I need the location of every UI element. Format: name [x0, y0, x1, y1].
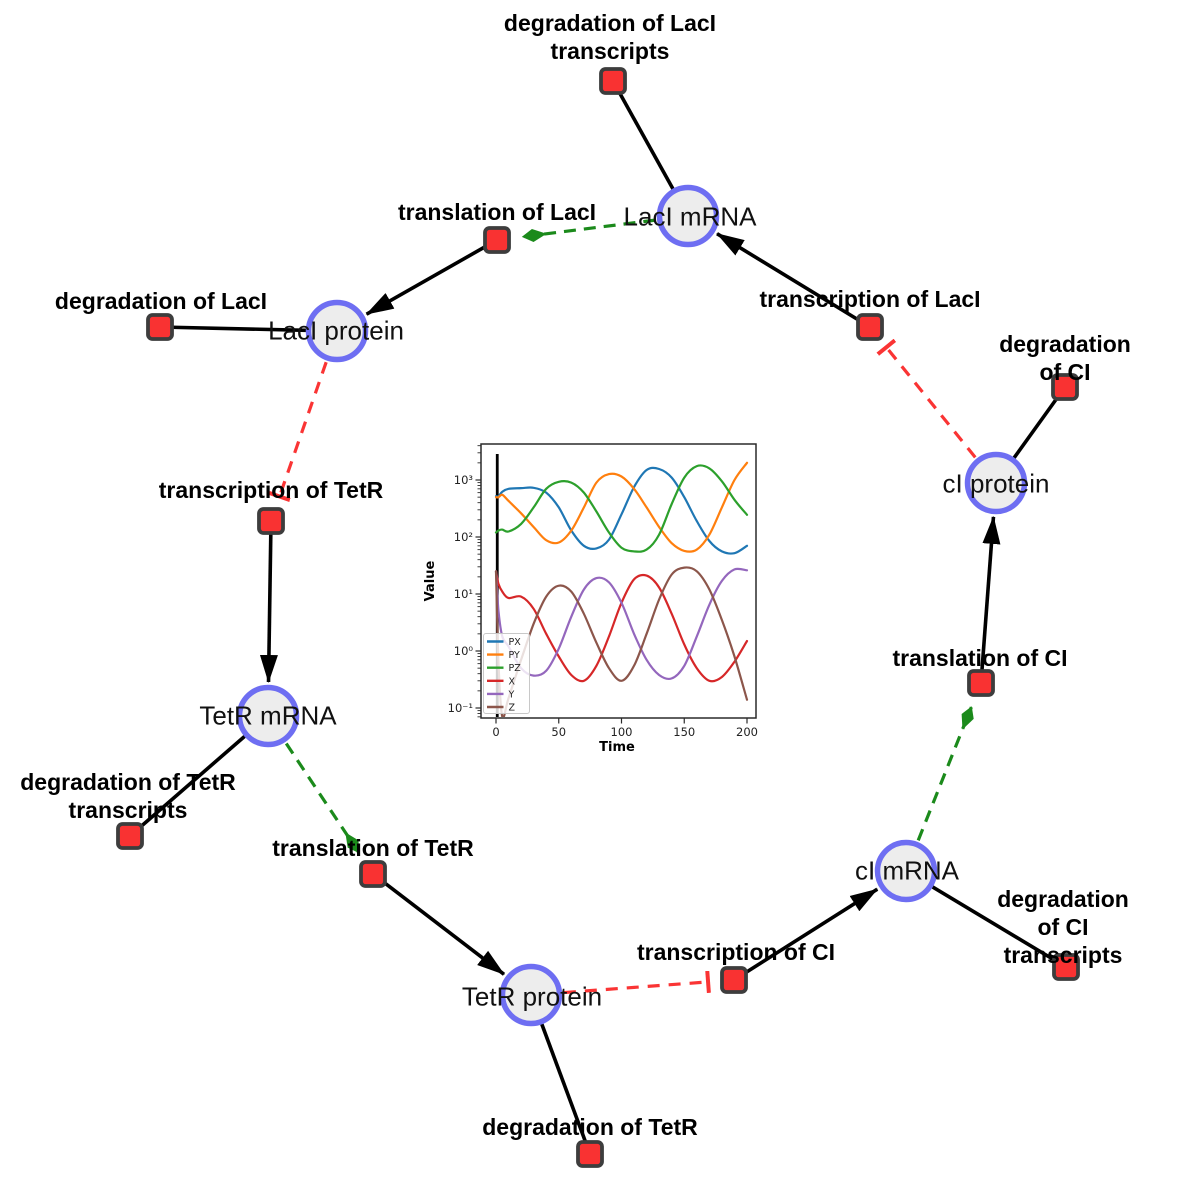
species-node-laci-mrna[interactable] — [656, 184, 720, 248]
reaction-node-deg-laci[interactable] — [146, 313, 174, 341]
x-axis-title: Time — [599, 740, 635, 755]
edge-tetr-protein-to-deg-tetr-consumption — [540, 1023, 592, 1155]
x-tick-label-0: 0 — [492, 725, 499, 739]
legend-label-PX: PX — [509, 637, 522, 648]
reaction-node-deg-tetr[interactable] — [576, 1140, 604, 1168]
edge-tetr-mrna-to-deg-tetr-tx-consumption — [128, 734, 246, 838]
series-line-PX — [494, 466, 749, 555]
edge-laci-protein-to-txn-tetr-inhibition — [268, 361, 328, 502]
legend-label-PY: PY — [509, 650, 521, 661]
x-tick-label-150: 150 — [673, 725, 695, 739]
legend-label-X: X — [509, 676, 516, 687]
nodes-layer — [116, 67, 1080, 1168]
x-tick-label-50: 50 — [551, 725, 566, 739]
reaction-node-deg-ci-tx[interactable] — [1052, 953, 1080, 981]
edge-transl-tetr-to-tetr-protein-production — [371, 872, 506, 976]
edge-tetr-mrna-to-transl-tetr-modifier — [284, 742, 360, 854]
edge-laci-mrna-to-deg-laci-tx-consumption — [611, 80, 675, 190]
reaction-node-txn-ci[interactable] — [720, 966, 748, 994]
species-node-laci-protein[interactable] — [305, 299, 369, 363]
edge-txn-laci-to-laci-mrna-production — [716, 232, 871, 329]
legend-label-Z: Z — [509, 703, 516, 714]
edge-laci-protein-to-deg-laci-consumption — [159, 325, 307, 333]
edge-txn-ci-to-ci-mrna-production — [733, 887, 879, 982]
edge-ci-mrna-to-deg-ci-tx-consumption — [931, 885, 1067, 969]
series-line-PY — [494, 461, 749, 553]
edge-tetr-protein-to-txn-ci-inhibition — [563, 970, 711, 995]
edge-ci-protein-to-txn-laci-inhibition — [876, 338, 977, 459]
species-node-ci-mrna[interactable] — [874, 839, 938, 903]
y-axis-title: Value — [423, 560, 438, 601]
y-tick-label-10¹: 10¹ — [454, 587, 473, 601]
inset-plot: 10³ 10² 10¹ 10⁰ 10⁻¹ 0 50 100 150 200 PX PY PZ XYZ Ti… — [423, 443, 758, 755]
series-line-PZ — [494, 464, 749, 553]
reaction-node-transl-ci[interactable] — [967, 669, 995, 697]
edges-layer — [128, 80, 1067, 1155]
species-node-ci-protein[interactable] — [964, 451, 1028, 515]
species-node-tetr-mrna[interactable] — [236, 684, 300, 748]
edge-txn-tetr-to-tetr-mrna-production — [259, 520, 278, 684]
series-line-X — [494, 570, 749, 683]
y-tick-label-10⁻¹: 10⁻¹ — [448, 701, 473, 715]
edge-ci-mrna-to-transl-ci-modifier — [916, 706, 974, 841]
reaction-node-deg-ci[interactable] — [1051, 373, 1079, 401]
species-node-tetr-protein[interactable] — [499, 963, 563, 1027]
reaction-node-txn-laci[interactable] — [856, 313, 884, 341]
reaction-node-txn-tetr[interactable] — [257, 507, 285, 535]
edge-laci-mrna-to-transl-laci-modifier — [521, 218, 656, 242]
reaction-node-transl-tetr[interactable] — [359, 860, 387, 888]
plot-legend: PX PY PZ XYZ — [483, 633, 530, 714]
x-tick-label-100: 100 — [611, 725, 633, 739]
legend-label-PZ: PZ — [509, 663, 522, 674]
x-tick-label-200: 200 — [736, 725, 758, 739]
reaction-node-transl-laci[interactable] — [483, 226, 511, 254]
y-tick-label-10³: 10³ — [454, 473, 474, 487]
y-tick-label-10⁰: 10⁰ — [454, 644, 474, 658]
legend-box — [483, 633, 530, 714]
legend-label-Y: Y — [508, 689, 515, 700]
y-tick-label-10²: 10² — [454, 530, 473, 544]
edge-transl-laci-to-laci-protein-production — [365, 238, 498, 316]
reaction-node-deg-laci-tx[interactable] — [599, 67, 627, 95]
reaction-node-deg-tetr-tx[interactable] — [116, 822, 144, 850]
edge-transl-ci-to-ci-protein-production — [979, 515, 1001, 684]
